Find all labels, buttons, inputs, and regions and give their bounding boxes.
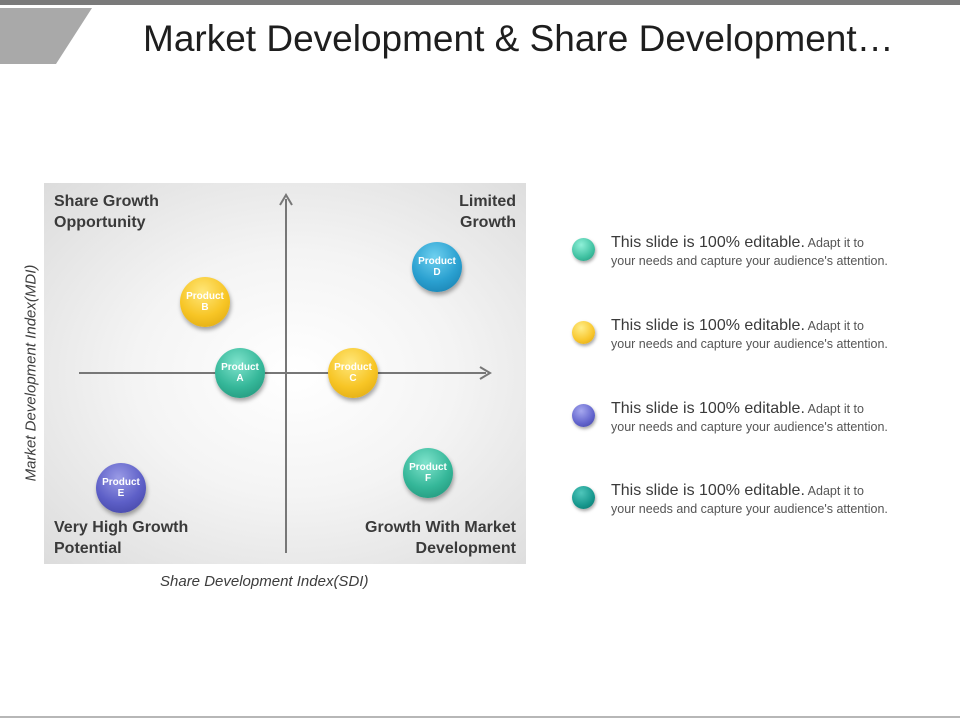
legend-heading: This slide is 100% editable. [611,317,805,334]
matrix-axes [79,193,492,553]
y-axis-arrowhead [279,193,293,206]
quadrant-label-top-left: Share Growth Opportunity [54,193,159,231]
legend-item: This slide is 100% editable. Adapt it to… [572,317,952,367]
legend-text-line-1: Adapt it to [804,319,864,333]
legend-heading: This slide is 100% editable. [611,482,805,499]
legend-text-line-1: Adapt it to [804,402,864,416]
quadrant-label-top-right: Limited Growth [459,193,516,231]
legend-text-line-2: your needs and capture your audience's a… [611,254,888,268]
quadrant-label-bottom-left: Very High Growth Potential [54,519,189,557]
product-c-bubble: Product C [328,348,378,398]
legend-heading: This slide is 100% editable. [611,234,805,251]
purple-bullet-icon [572,404,595,427]
legend-heading: This slide is 100% editable. [611,400,805,417]
legend-item: This slide is 100% editable. Adapt it to… [572,400,952,450]
product-b-bubble: Product B [180,277,230,327]
yellow-bullet-icon [572,321,595,344]
legend-item: This slide is 100% editable. Adapt it to… [572,482,952,532]
product-e-bubble: Product E [96,463,146,513]
footer-rule [0,716,960,718]
matrix-panel: Share Growth Opportunity Limited Growth … [44,183,526,564]
product-a-bubble: Product A [215,348,265,398]
product-d-bubble: Product D [412,242,462,292]
legend-text-line-2: your needs and capture your audience's a… [611,420,888,434]
dark-teal-bullet-icon [572,486,595,509]
title-tab-shape [0,8,92,64]
quadrant-label-bottom-right: Growth With Market Development [365,519,516,557]
slide-title: Market Development & Share Development… [143,18,894,59]
legend-text-line-1: Adapt it to [804,484,864,498]
y-axis-label: Market Development Index(MDI) [22,264,40,482]
legend-text-line-2: your needs and capture your audience's a… [611,502,888,516]
legend-item: This slide is 100% editable. Adapt it to… [572,234,952,284]
legend-text-line-2: your needs and capture your audience's a… [611,337,888,351]
x-axis-label: Share Development Index(SDI) [160,573,369,590]
legend-text-line-1: Adapt it to [804,236,864,250]
x-axis-arrowhead [479,366,492,380]
teal-bullet-icon [572,238,595,261]
product-f-bubble: Product F [403,448,453,498]
header-bar [0,0,960,5]
